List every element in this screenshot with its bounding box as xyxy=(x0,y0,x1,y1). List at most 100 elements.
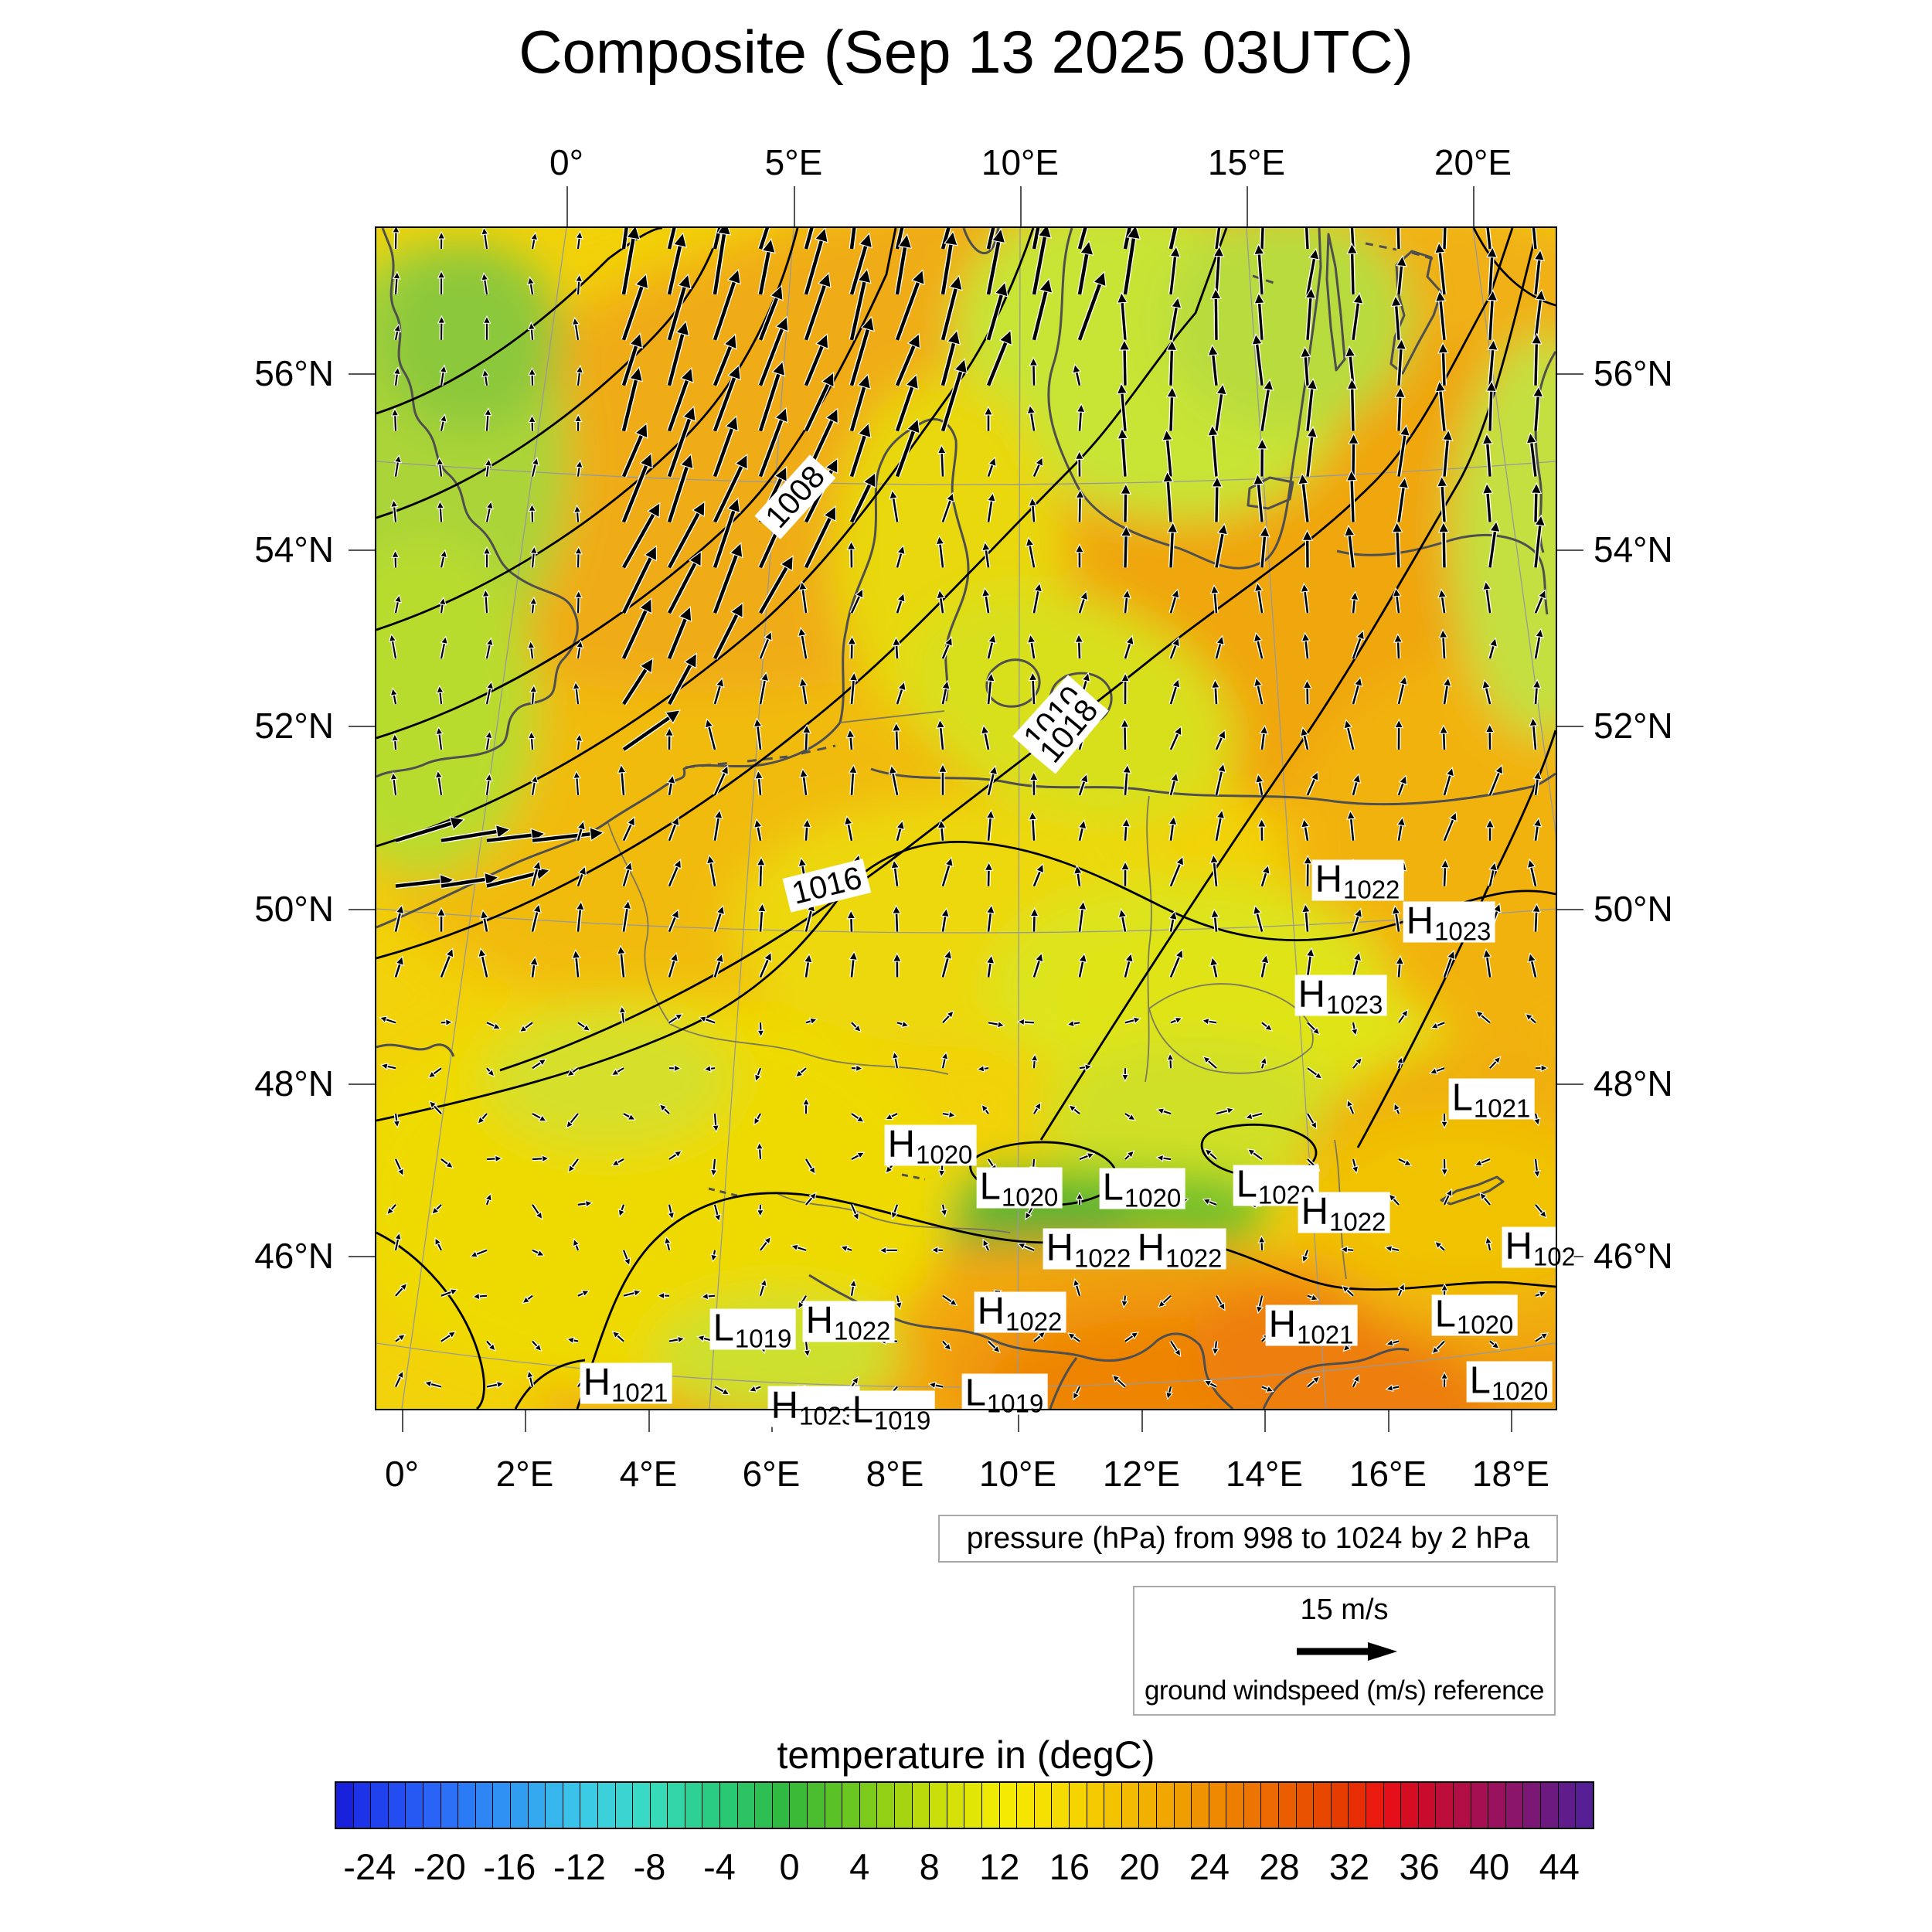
wind-arrow xyxy=(621,900,632,932)
pressure-center-value: 1023 xyxy=(798,1401,856,1430)
wind-arrow xyxy=(529,684,538,705)
pressure-center-letter: L xyxy=(713,1307,734,1349)
wind-arrow-head xyxy=(444,947,454,958)
pressure-center-label: L1020 xyxy=(1431,1294,1518,1339)
wind-arrow xyxy=(617,764,627,796)
pressure-center-value: 1020 xyxy=(1456,1310,1514,1339)
wind-arrow-head xyxy=(427,1070,437,1079)
colorbar-segment xyxy=(1017,1783,1035,1828)
wind-arrow-head xyxy=(440,635,449,645)
wind-arrow-head xyxy=(566,1336,575,1345)
wind-arrow xyxy=(440,1288,459,1298)
colorbar-tick-label: 12 xyxy=(979,1846,1020,1887)
colorbar-segment xyxy=(1296,1783,1315,1828)
pressure-center-value: 1020 xyxy=(915,1140,973,1169)
wind-arrow-head xyxy=(479,909,489,920)
pressure-center-label: H1021 xyxy=(1502,1226,1574,1268)
axis-tick xyxy=(1018,1409,1019,1432)
colorbar-segment xyxy=(859,1783,878,1828)
coastline-path xyxy=(685,744,836,769)
wind-arrow-head xyxy=(575,459,583,469)
wind-arrow xyxy=(528,414,537,431)
wind-arrow-head xyxy=(444,1160,454,1169)
wind-arrow-shaft xyxy=(622,713,674,751)
colorbar-segment xyxy=(1383,1783,1402,1828)
pressure-center-value: 1023 xyxy=(1325,990,1383,1019)
wind-arrow-head xyxy=(481,368,490,378)
colorbar-segment xyxy=(702,1783,721,1828)
wind-reference-caption: ground windspeed (m/s) reference xyxy=(1144,1675,1545,1706)
wind-arrow-shaft xyxy=(394,910,402,932)
colorbar-segment xyxy=(633,1783,651,1828)
contour-label: 1008 xyxy=(754,454,836,539)
colorbar-segment xyxy=(1174,1783,1192,1828)
wind-arrow xyxy=(526,1369,535,1388)
pressure-center-value: 1020 xyxy=(1001,1182,1059,1212)
wind-arrow-head xyxy=(528,414,537,423)
wind-arrow xyxy=(438,597,447,614)
colorbar-segment xyxy=(1576,1783,1593,1828)
wind-arrow xyxy=(481,226,489,250)
wind-arrow xyxy=(531,1058,547,1070)
colorbar-segment xyxy=(737,1783,756,1828)
wind-arrow-head xyxy=(434,1236,442,1247)
axis-tick-label: 52°N xyxy=(254,706,334,746)
wind-arrow-head xyxy=(527,640,536,649)
axis-tick xyxy=(1388,1409,1389,1432)
wind-arrow xyxy=(485,1066,495,1077)
wind-arrow-shaft xyxy=(394,460,400,477)
wind-arrow xyxy=(566,1066,580,1077)
wind-arrow xyxy=(389,498,399,522)
axis-tick-label: 46°N xyxy=(1594,1236,1673,1276)
wind-arrow-head xyxy=(574,733,583,742)
colorbar-segment xyxy=(1488,1783,1506,1828)
colorbar-tick-label: 8 xyxy=(919,1846,940,1887)
wind-arrow-head xyxy=(628,366,644,383)
colorbar-segment xyxy=(1279,1783,1297,1828)
wind-arrow-head xyxy=(639,452,653,469)
wind-arrow-shaft xyxy=(531,909,539,932)
border-path xyxy=(607,822,671,1025)
axis-tick xyxy=(525,1409,526,1432)
wind-arrow-head xyxy=(572,1238,580,1247)
wind-arrow-head xyxy=(447,1331,457,1339)
colorbar-segment xyxy=(406,1783,423,1828)
axis-tick-label: 52°N xyxy=(1594,706,1673,746)
wind-arrow-shaft xyxy=(481,954,488,978)
wind-arrow-head xyxy=(531,457,539,466)
wind-arrow-shaft xyxy=(575,686,580,705)
wind-arrow xyxy=(481,588,491,614)
border-path xyxy=(1145,795,1152,1083)
wind-arrow-shaft xyxy=(393,505,397,522)
pressure-center-label: H1022 xyxy=(1043,1226,1135,1271)
wind-arrow-head xyxy=(485,1192,492,1202)
colorbar-segment xyxy=(615,1783,634,1828)
wind-arrow-shaft xyxy=(622,509,658,569)
axis-tick-label: 50°N xyxy=(1594,889,1673,929)
colorbar-tick-label: -8 xyxy=(633,1846,666,1887)
pressure-center-value: 1020 xyxy=(1491,1376,1549,1406)
coastline-path xyxy=(708,1173,926,1198)
pressure-center-letter: H xyxy=(1046,1226,1073,1269)
wind-arrow-head xyxy=(567,1164,576,1173)
wind-arrow xyxy=(485,680,495,705)
coastline-path xyxy=(376,418,970,929)
colorbar-segment xyxy=(1505,1783,1524,1828)
wind-arrow-head xyxy=(434,770,444,779)
wind-arrow-shaft xyxy=(485,686,492,705)
wind-arrow-head xyxy=(390,407,400,417)
wind-arrow xyxy=(621,709,682,752)
wind-arrow-shaft xyxy=(621,342,639,386)
colorbar-segment xyxy=(1349,1783,1367,1828)
wind-arrow-head xyxy=(644,545,658,562)
pressure-center-label: L1020 xyxy=(1466,1361,1553,1406)
wind-arrow-head xyxy=(449,816,465,831)
coastline-layer xyxy=(376,227,1557,1410)
coastline-path xyxy=(1047,227,1322,570)
coastline-path xyxy=(1336,533,1549,615)
colorbar-segment xyxy=(877,1783,895,1828)
wind-arrow xyxy=(529,231,539,250)
axis-tick-label: 18°E xyxy=(1471,1454,1550,1494)
wind-arrow xyxy=(379,1062,396,1071)
